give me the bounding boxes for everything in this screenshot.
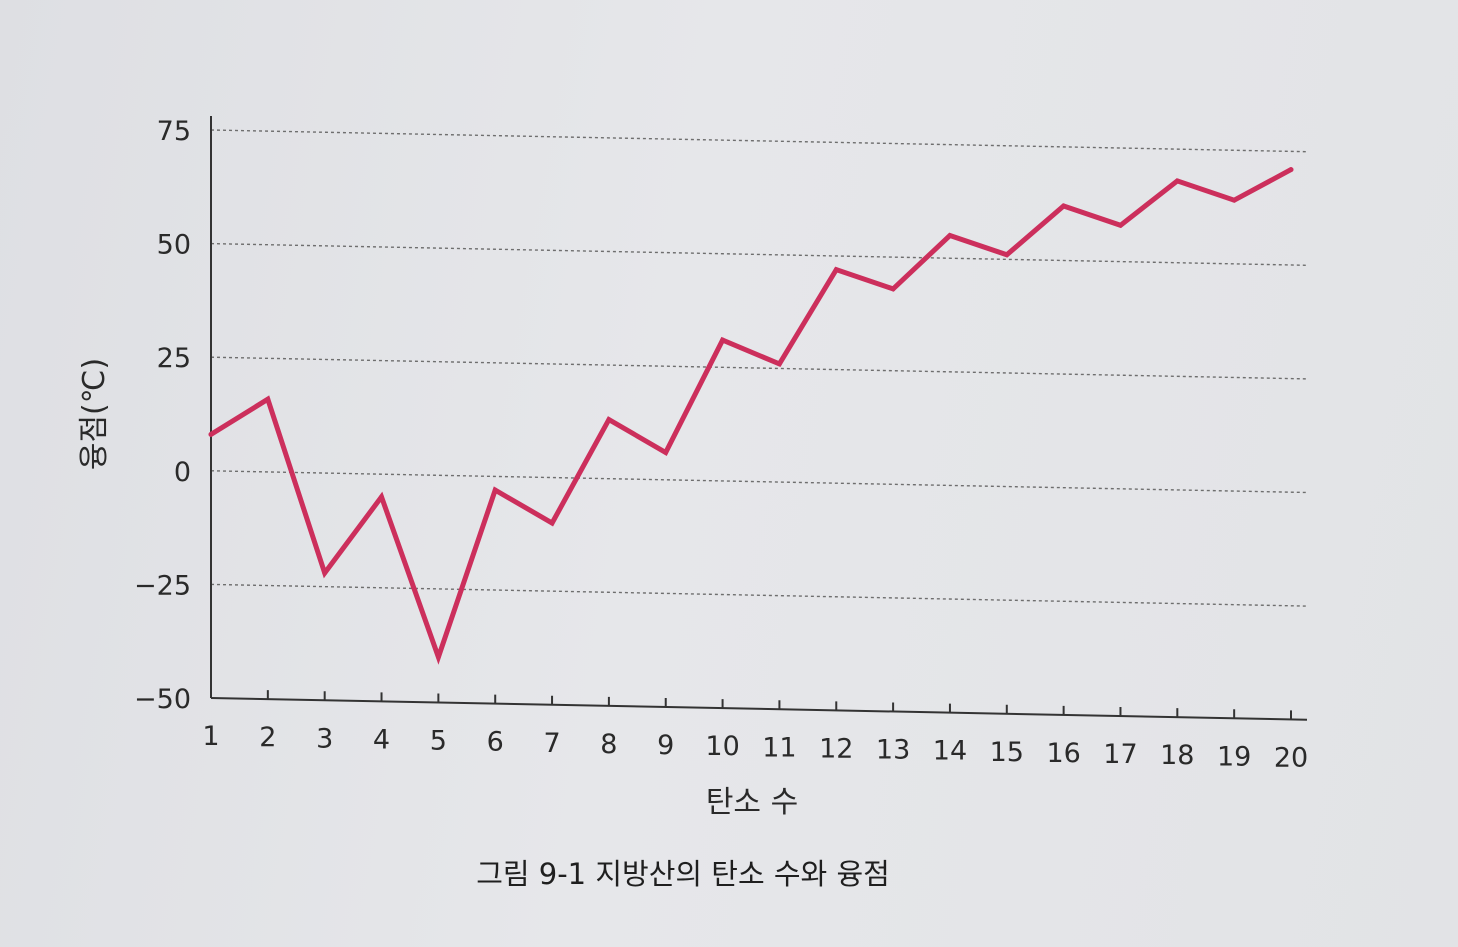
data-point (890, 286, 896, 292)
data-points (208, 167, 1294, 660)
x-tick-label: 14 (933, 736, 967, 767)
gridline-0 (210, 470, 1308, 494)
data-point (720, 337, 725, 343)
x-tick-label: 10 (705, 731, 739, 762)
data-point (549, 520, 555, 526)
data-point (1061, 203, 1067, 209)
x-tick-label: 1 (202, 721, 219, 752)
gridline-50 (210, 242, 1308, 267)
data-point (663, 450, 669, 455)
data-point (1174, 178, 1180, 184)
data-point (208, 432, 214, 437)
y-tick-label: 50 (157, 230, 191, 261)
y-tick-label: 0 (174, 457, 191, 488)
x-tick-label: 18 (1160, 740, 1194, 771)
x-tick-labels: 1 2 3 4 5 6 7 8 9 10 11 12 13 14 15 16 17 18 19 20 (202, 690, 1308, 773)
data-point (1288, 167, 1294, 172)
x-tick-label: 8 (600, 729, 617, 760)
x-tick-label: 7 (543, 728, 560, 759)
data-point (1118, 222, 1123, 228)
figure-caption: 그림 9-1 지방산의 탄소 수와 융점 (476, 857, 890, 891)
data-point (265, 396, 271, 402)
y-tick-label: 25 (157, 343, 191, 374)
y-axis-title: 융점(℃) (77, 358, 112, 470)
gridline-75 (210, 129, 1308, 153)
x-tick-label: 17 (1103, 739, 1137, 770)
x-tick-label: 16 (1046, 738, 1080, 769)
data-point (322, 570, 328, 576)
x-tick-label: 15 (990, 737, 1024, 768)
axes (210, 116, 1308, 721)
gridline-neg25 (210, 583, 1308, 607)
x-tick-label: 12 (819, 733, 853, 764)
x-tick-label: 6 (487, 727, 504, 758)
data-point (947, 233, 953, 238)
x-tick-label: 4 (373, 724, 390, 755)
data-point (777, 361, 782, 367)
series-line-melting-point (208, 167, 1294, 665)
x-tick-label: 11 (762, 732, 796, 763)
x-axis-line (210, 697, 1308, 721)
data-point (606, 417, 612, 423)
x-tick-label: 2 (259, 722, 276, 753)
x-tick-label: 19 (1217, 741, 1251, 772)
data-point (1004, 252, 1010, 258)
series-layer (208, 167, 1294, 665)
data-point (833, 267, 839, 273)
x-axis-title: 탄소 수 (706, 785, 798, 820)
gridline-25 (210, 356, 1308, 380)
x-tick-label: 3 (316, 723, 333, 754)
data-point (1231, 197, 1237, 203)
data-point (379, 494, 384, 500)
gridlines (210, 129, 1308, 607)
y-tick-labels: 75 50 25 0 −25 −50 (134, 116, 191, 715)
y-tick-label: −25 (134, 570, 191, 601)
x-tick-label: 20 (1274, 742, 1308, 773)
data-point (492, 487, 498, 493)
x-tick-label: 13 (876, 735, 910, 766)
x-tick-label: 5 (430, 726, 447, 757)
data-point (435, 654, 441, 660)
y-tick-label: −50 (134, 684, 191, 715)
y-tick-label: 75 (157, 116, 191, 147)
x-tick-label: 9 (657, 730, 674, 761)
